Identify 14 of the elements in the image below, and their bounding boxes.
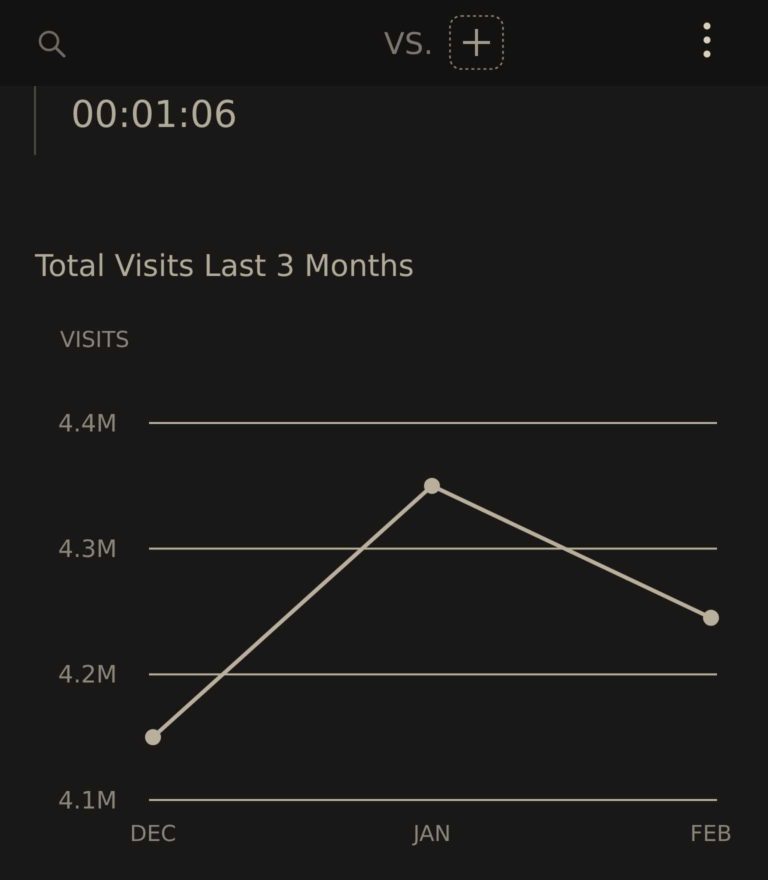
text: 00:01:06 [71, 93, 238, 136]
y-tick-label: 4.4M [58, 409, 117, 438]
y-axis-title: VISITS [60, 328, 130, 353]
x-tick-label: JAN [411, 822, 451, 847]
y-tick-label: 4.3M [58, 535, 117, 564]
chart-title: Total Visits Last 3 Months [34, 249, 414, 284]
x-tick-label: DEC [130, 822, 176, 847]
x-tick-label: FEB [690, 822, 732, 847]
y-tick-label: 4.1M [58, 786, 117, 814]
text: VS. [384, 27, 434, 62]
point [145, 729, 161, 746]
point [424, 478, 440, 494]
point [703, 610, 719, 626]
y-tick-label: 4.2M [58, 660, 117, 689]
